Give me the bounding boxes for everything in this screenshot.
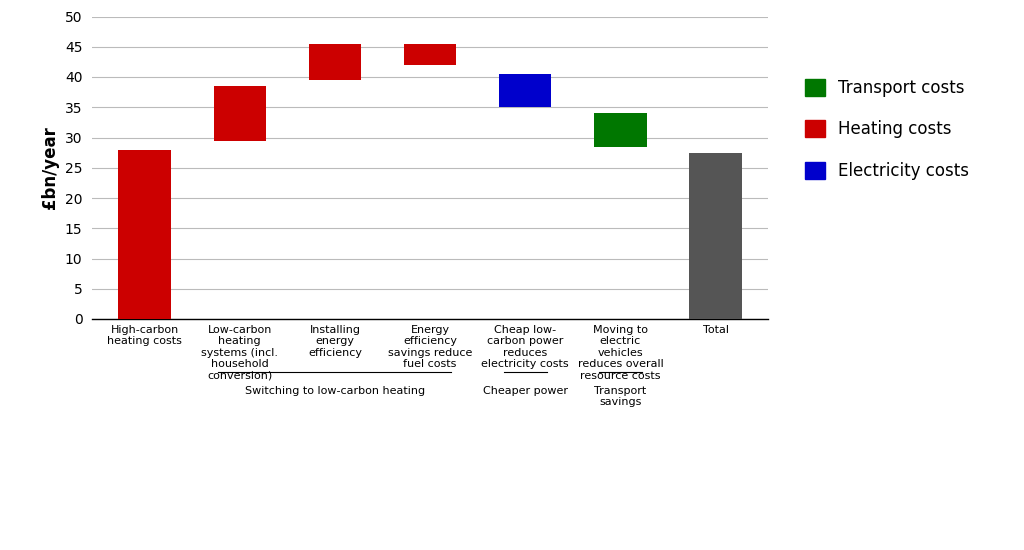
Bar — [308, 44, 361, 80]
Bar — [119, 150, 171, 319]
Bar — [214, 86, 266, 141]
Bar — [403, 44, 457, 65]
Text: Transport
savings: Transport savings — [594, 386, 646, 407]
Bar — [689, 152, 741, 319]
Y-axis label: £bn/year: £bn/year — [41, 126, 59, 209]
Bar — [499, 74, 552, 107]
Bar — [594, 113, 646, 147]
Text: Switching to low-carbon heating: Switching to low-carbon heating — [245, 386, 425, 395]
Text: Cheaper power: Cheaper power — [482, 386, 567, 395]
Legend: Transport costs, Heating costs, Electricity costs: Transport costs, Heating costs, Electric… — [797, 70, 978, 188]
